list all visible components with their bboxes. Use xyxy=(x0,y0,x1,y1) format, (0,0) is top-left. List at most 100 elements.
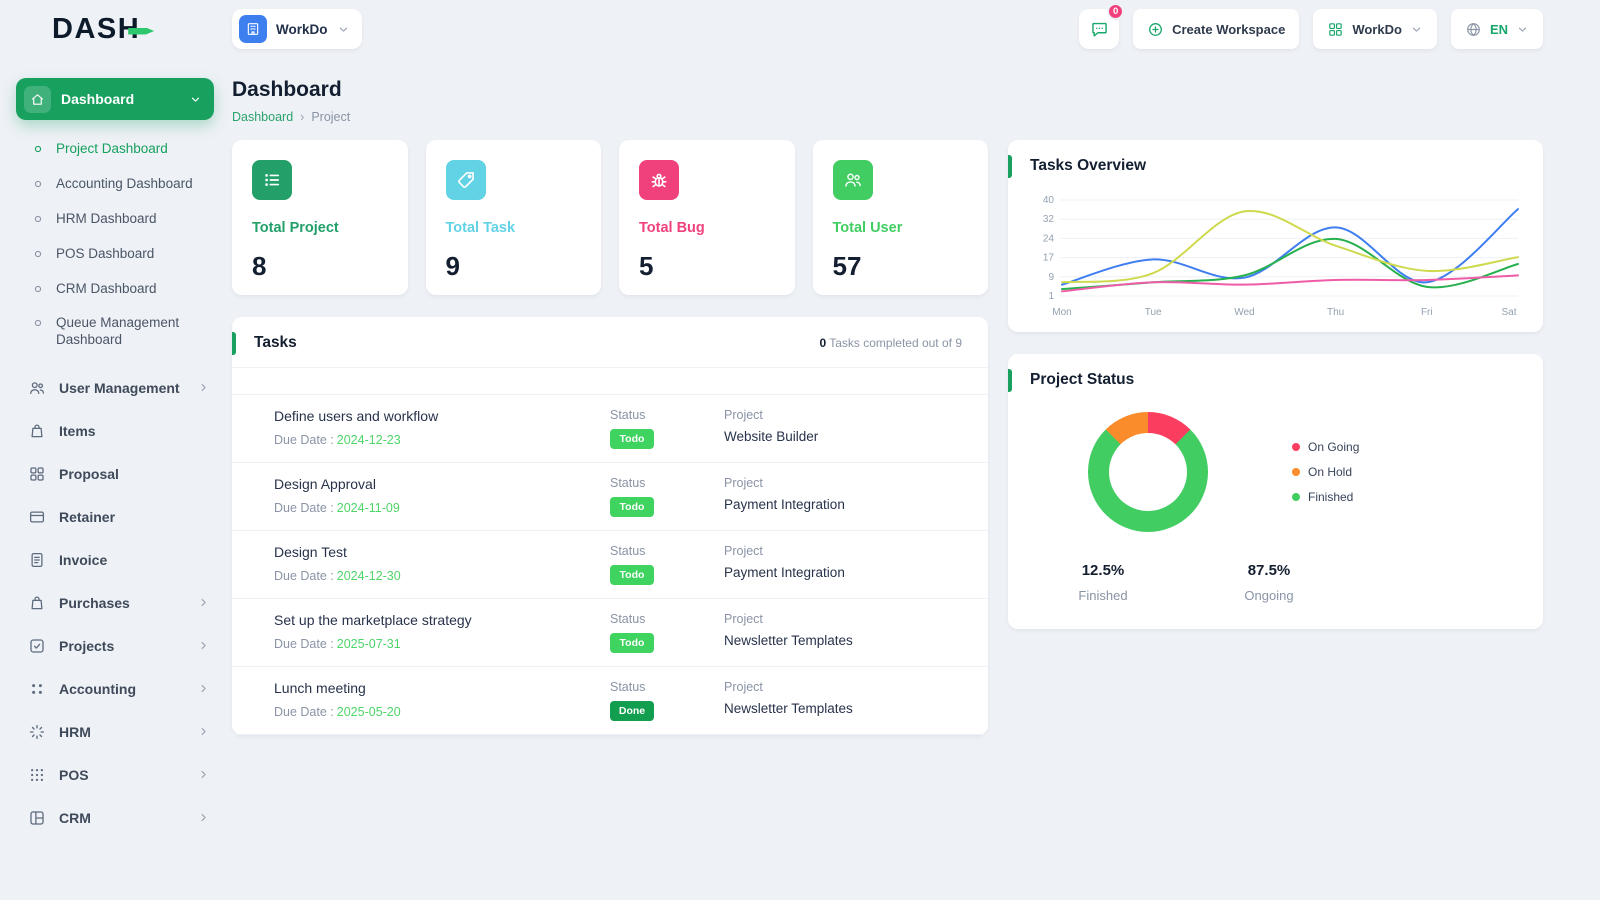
create-workspace-button[interactable]: Create Workspace xyxy=(1133,9,1300,49)
stat-card: Total Bug 5 xyxy=(619,140,795,295)
project-label: Project xyxy=(724,612,763,626)
sidebar-item-dashboard[interactable]: Dashboard xyxy=(16,78,214,120)
tasks-summary-count: 0 xyxy=(819,336,827,350)
project-label: Project xyxy=(724,408,763,422)
chevron-down-icon xyxy=(337,23,350,36)
grid-icon xyxy=(1327,21,1344,38)
task-title: Lunch meeting xyxy=(274,680,366,696)
logo-text: DASH xyxy=(52,12,141,45)
svg-text:Thu: Thu xyxy=(1327,307,1344,318)
task-title: Design Approval xyxy=(274,476,376,492)
dashboard-submenu: Project Dashboard Accounting Dashboard H… xyxy=(16,132,214,358)
legend-item: On Going xyxy=(1292,440,1359,454)
sidebar-item-crm-dashboard[interactable]: CRM Dashboard xyxy=(16,272,214,307)
legend-label: On Going xyxy=(1308,440,1360,454)
sidebar-item-pos[interactable]: POS xyxy=(16,753,214,796)
sidebar-item-hrm-dashboard[interactable]: HRM Dashboard xyxy=(16,202,214,237)
language-selector[interactable]: EN xyxy=(1450,9,1543,49)
svg-text:1: 1 xyxy=(1048,291,1054,302)
task-title: Set up the marketplace strategy xyxy=(274,612,472,628)
sidebar-item-accounting[interactable]: Accounting xyxy=(16,667,214,710)
due-date-label: Due Date : xyxy=(274,637,334,651)
language-label: EN xyxy=(1489,21,1508,37)
due-date-value: 2024-12-30 xyxy=(336,569,401,583)
project-name: Payment Integration xyxy=(724,497,845,512)
sidebar-item-label: POS Dashboard xyxy=(56,245,155,261)
tag-icon xyxy=(445,160,486,200)
sidebar-item-label: Dashboard xyxy=(61,91,135,107)
sidebar-item-queue-management-dashboard[interactable]: Queue Management Dashboard xyxy=(16,306,214,358)
circle-icon xyxy=(31,282,45,296)
bug-icon xyxy=(639,160,679,200)
page-title: Dashboard xyxy=(232,78,342,101)
workspace-switcher[interactable]: WorkDo xyxy=(232,9,362,49)
stat-label: Total Project xyxy=(252,220,339,236)
workdo-menu-button[interactable]: WorkDo xyxy=(1313,9,1437,49)
stat-card: Total Project 8 xyxy=(232,140,408,295)
stat-ongoing: 87.5% Ongoing xyxy=(1186,562,1352,603)
status-badge: Todo xyxy=(610,429,654,449)
plus-circle-icon xyxy=(1147,21,1164,38)
project-name: Newsletter Templates xyxy=(724,701,853,716)
stat-card: Total Task 9 xyxy=(425,140,601,295)
sidebar-item-invoice[interactable]: Invoice xyxy=(16,538,214,581)
stat-value: 87.5% xyxy=(1247,562,1291,579)
card-icon xyxy=(28,508,46,526)
chevron-down-icon xyxy=(189,93,202,106)
sidebar-item-projects[interactable]: Projects xyxy=(16,624,214,667)
sidebar-item-project-dashboard[interactable]: Project Dashboard xyxy=(16,132,214,167)
sidebar-item-pos-dashboard[interactable]: POS Dashboard xyxy=(16,237,214,272)
project-status-card: Project Status On Going On Hold xyxy=(1008,354,1543,629)
project-label: Project xyxy=(724,680,763,694)
legend-dot xyxy=(1292,443,1300,451)
task-row: Define users and workflow Due Date :2024… xyxy=(232,395,988,463)
messages-badge: 0 xyxy=(1107,3,1125,20)
sidebar-item-crm[interactable]: CRM xyxy=(16,796,214,839)
chevron-right-icon xyxy=(197,725,210,738)
sidebar-item-proposal[interactable]: Proposal xyxy=(16,452,214,495)
dots-grid-icon xyxy=(28,680,46,698)
task-row: Set up the marketplace strategy Due Date… xyxy=(232,599,988,667)
sidebar-item-label: Purchases xyxy=(59,594,130,611)
stat-value: 57 xyxy=(832,251,862,281)
stat-label: Total Task xyxy=(445,220,516,236)
circle-icon xyxy=(31,142,45,156)
sidebar-item-hrm[interactable]: HRM xyxy=(16,710,214,753)
project-status-body: On Going On Hold Finished xyxy=(1008,404,1543,532)
users-icon xyxy=(28,379,46,397)
status-label: Status xyxy=(610,544,646,558)
app-logo[interactable]: DASH xyxy=(0,13,232,46)
chevron-down-icon xyxy=(1410,23,1423,36)
sidebar-item-label: Projects xyxy=(59,637,115,654)
sidebar-item-accounting-dashboard[interactable]: Accounting Dashboard xyxy=(16,167,214,202)
stat-finished: 12.5% Finished xyxy=(1020,562,1186,603)
check-square-icon xyxy=(28,637,46,655)
project-name: Payment Integration xyxy=(724,565,845,580)
sidebar-item-label: POS xyxy=(59,766,89,783)
chevron-right-icon xyxy=(197,768,210,781)
project-name: Newsletter Templates xyxy=(724,633,853,648)
due-date-value: 2024-11-09 xyxy=(336,501,400,515)
task-title: Define users and workflow xyxy=(274,408,439,424)
messages-button[interactable]: 0 xyxy=(1079,3,1125,49)
sidebar: Dashboard Project Dashboard Accounting D… xyxy=(0,58,232,900)
header-actions: 0 Create Workspace WorkDo EN xyxy=(1079,3,1543,49)
task-row: Design Approval Due Date :2024-11-09 Sta… xyxy=(232,463,988,531)
sidebar-item-retainer[interactable]: Retainer xyxy=(16,495,214,538)
legend-label: Finished xyxy=(1308,490,1354,504)
tasks-card-title: Tasks xyxy=(254,334,297,351)
svg-text:Mon: Mon xyxy=(1052,307,1071,318)
breadcrumb-dashboard-link[interactable]: Dashboard xyxy=(232,110,294,124)
svg-text:24: 24 xyxy=(1043,233,1055,244)
due-date-label: Due Date : xyxy=(274,501,334,515)
legend-item: Finished xyxy=(1292,490,1359,504)
sidebar-item-purchases[interactable]: Purchases xyxy=(16,581,214,624)
due-date-label: Due Date : xyxy=(274,433,334,447)
status-badge: Done xyxy=(610,701,654,721)
project-label: Project xyxy=(724,544,763,558)
building-icon xyxy=(239,15,267,43)
sidebar-item-items[interactable]: Items xyxy=(16,409,214,452)
breadcrumb-separator: › xyxy=(300,110,305,124)
sidebar-item-user-management[interactable]: User Management xyxy=(16,366,214,409)
create-workspace-label: Create Workspace xyxy=(1172,21,1286,37)
